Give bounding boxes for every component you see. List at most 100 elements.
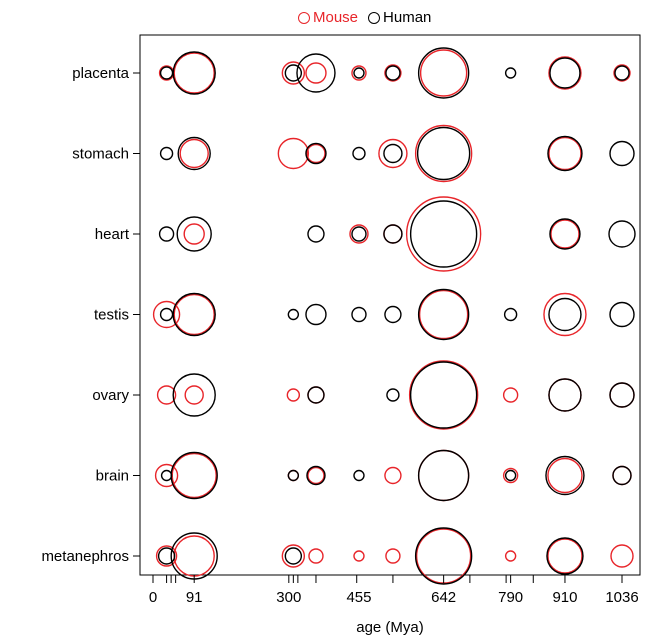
bubble-mouse-placenta-910 bbox=[548, 56, 582, 90]
bubble-human-testis-360 bbox=[305, 303, 327, 326]
bubble-human-heart-910 bbox=[549, 218, 581, 250]
bubble-human-brain-1036 bbox=[612, 465, 632, 486]
bubble-mouse-ovary-30 bbox=[156, 385, 177, 405]
bubble-human-ovary-1036 bbox=[609, 382, 635, 408]
bubble-mouse-stomach-91 bbox=[179, 138, 209, 169]
bubble-human-brain-30 bbox=[160, 469, 173, 482]
bubble-human-heart-360 bbox=[307, 225, 325, 243]
bubble-human-brain-91 bbox=[170, 451, 218, 500]
y-tick-label-heart: heart bbox=[95, 226, 130, 243]
y-tick-label-stomach: stomach bbox=[72, 146, 129, 163]
bubble-mouse-brain-790 bbox=[502, 467, 519, 484]
x-tick-label-300: 300 bbox=[276, 589, 301, 606]
x-tick-label-910: 910 bbox=[552, 589, 577, 606]
bubble-human-metanephros-310 bbox=[284, 547, 303, 565]
bubble-mouse-placenta-30 bbox=[158, 65, 175, 81]
bubble-human-placenta-530 bbox=[385, 65, 401, 81]
bubble-human-placenta-455 bbox=[353, 67, 365, 79]
bubble-mouse-placenta-530 bbox=[384, 64, 402, 82]
bubble-mouse-heart-91 bbox=[183, 223, 205, 245]
bubble-human-stomach-910 bbox=[547, 135, 583, 172]
bubble-human-placenta-310 bbox=[284, 64, 303, 82]
bubble-human-brain-790 bbox=[504, 469, 517, 482]
bubble-mouse-placenta-455 bbox=[351, 65, 367, 81]
bubble-human-brain-910 bbox=[545, 455, 585, 496]
bubble-human-heart-455 bbox=[351, 226, 367, 242]
bubble-mouse-metanephros-530 bbox=[385, 548, 401, 564]
bubble-human-testis-790 bbox=[503, 307, 518, 322]
legend-label-human: Human bbox=[383, 9, 432, 26]
bubble-mouse-metanephros-455 bbox=[353, 550, 365, 562]
bubble-mouse-placenta-1036 bbox=[613, 64, 631, 82]
bubble-human-testis-642 bbox=[417, 288, 470, 341]
bubble-human-placenta-910 bbox=[549, 57, 581, 89]
bubble-human-stomach-642 bbox=[416, 126, 471, 181]
x-tick-label-91: 91 bbox=[186, 589, 203, 606]
bubble-human-brain-642 bbox=[417, 449, 470, 502]
bubble-mouse-brain-91 bbox=[171, 452, 217, 499]
bubble-human-metanephros-642 bbox=[414, 527, 473, 585]
bubble-mouse-placenta-91 bbox=[173, 52, 215, 94]
x-tick-label-642: 642 bbox=[431, 589, 456, 606]
bubble-human-ovary-360 bbox=[307, 386, 325, 404]
bubble-human-ovary-91 bbox=[172, 373, 216, 417]
bubble-mouse-testis-91 bbox=[173, 293, 215, 336]
legend-item-human[interactable]: Human bbox=[368, 9, 431, 26]
bubble-human-ovary-910 bbox=[548, 378, 582, 412]
bubble-mouse-brain-530 bbox=[384, 466, 402, 485]
y-tick-label-placenta: placenta bbox=[72, 65, 129, 82]
x-axis-title: age (Mya) bbox=[356, 619, 424, 636]
bubble-human-testis-310 bbox=[287, 308, 300, 321]
bubble-mouse-testis-30 bbox=[152, 300, 181, 329]
bubble-human-heart-530 bbox=[383, 224, 403, 244]
bubble-human-stomach-455 bbox=[352, 146, 366, 161]
plot-frame bbox=[139, 34, 641, 576]
bubble-mouse-placenta-310 bbox=[281, 61, 306, 85]
bubble-mouse-stomach-310 bbox=[277, 137, 310, 170]
bubble-human-testis-30 bbox=[159, 307, 174, 322]
bubble-mouse-stomach-530 bbox=[378, 138, 408, 169]
legend-item-mouse[interactable]: Mouse bbox=[298, 9, 358, 26]
bubble-mouse-ovary-310 bbox=[286, 388, 301, 402]
x-axis: 0 91 300 455 642 790 910 1036 bbox=[149, 575, 639, 606]
bubble-human-brain-360 bbox=[306, 465, 326, 486]
x-tick-label-0: 0 bbox=[149, 589, 157, 606]
bubble-human-heart-1036 bbox=[608, 220, 636, 248]
bubble-human-testis-910 bbox=[548, 297, 582, 332]
bubble-human-stomach-1036 bbox=[609, 140, 635, 167]
bubble-human-placenta-790 bbox=[504, 67, 517, 79]
legend-marker-mouse bbox=[298, 11, 310, 24]
bubble-mouse-metanephros-1036 bbox=[610, 544, 634, 568]
bubble-human-heart-30 bbox=[158, 226, 175, 242]
bubble-human-metanephros-910 bbox=[546, 537, 584, 575]
bubble-mouse-heart-455 bbox=[349, 224, 369, 244]
bubble-human-ovary-642 bbox=[409, 361, 478, 429]
legend: Mouse Human bbox=[298, 9, 431, 26]
bubble-mouse-metanephros-91 bbox=[173, 535, 215, 577]
x-tick-label-790: 790 bbox=[498, 589, 523, 606]
bubble-mouse-stomach-910 bbox=[548, 136, 582, 171]
bubble-mouse-testis-910 bbox=[543, 292, 587, 337]
bubble-mouse-ovary-790 bbox=[502, 387, 519, 403]
bubble-mouse-testis-642 bbox=[418, 289, 469, 340]
bubble-human-ovary-530 bbox=[386, 388, 400, 402]
bubble-mouse-brain-30 bbox=[154, 463, 179, 488]
bubble-mouse-metanephros-30 bbox=[155, 545, 178, 567]
bubble-mouse-heart-642 bbox=[405, 196, 482, 272]
bubble-mouse-stomach-360 bbox=[306, 143, 326, 164]
bubble-human-stomach-91 bbox=[177, 136, 211, 171]
y-tick-label-testis: testis bbox=[94, 307, 129, 324]
bubble-human-placenta-1036 bbox=[614, 65, 630, 81]
bubble-mouse-metanephros-790 bbox=[504, 550, 517, 562]
bubble-layer bbox=[152, 47, 636, 585]
bubble-human-stomach-30 bbox=[159, 146, 174, 161]
bubble-human-metanephros-91 bbox=[170, 532, 218, 580]
bubble-human-heart-642 bbox=[409, 200, 478, 268]
bubble-mouse-metanephros-310 bbox=[281, 544, 306, 568]
bubble-human-testis-91 bbox=[172, 292, 216, 337]
bubble-human-testis-455 bbox=[351, 306, 367, 323]
bubble-mouse-ovary-91 bbox=[184, 385, 204, 405]
bubble-human-placenta-642 bbox=[417, 47, 470, 99]
bubble-mouse-heart-910 bbox=[550, 219, 580, 249]
bubble-human-brain-310 bbox=[287, 469, 300, 482]
